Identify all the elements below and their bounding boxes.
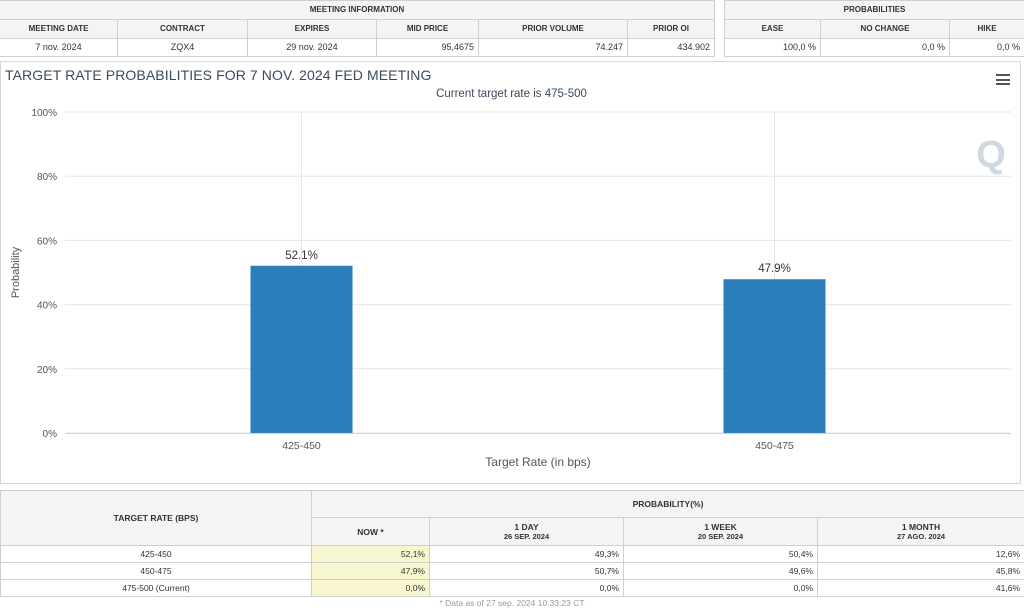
- week-cell: 49,6%: [623, 562, 818, 580]
- probabilities-row: 100,0 % 0,0 % 0,0 %: [725, 39, 1024, 56]
- column-1-week-label: 1 WEEK: [704, 522, 737, 532]
- probabilities-caption: PROBABILITIES: [725, 1, 1024, 20]
- prior-oi-value: 434.902: [677, 42, 710, 52]
- day-cell: 49,3%: [429, 545, 624, 563]
- y-tick-label: 40%: [37, 301, 57, 312]
- header-prior-oi: PRIOR OI: [628, 20, 714, 39]
- data-label: 47.9%: [758, 263, 791, 275]
- month-cell: 45,8%: [816, 562, 1024, 580]
- meeting-information-panel: MEETING INFORMATION MEETING DATE CONTRAC…: [0, 0, 715, 57]
- header-prior-volume: PRIOR VOLUME: [479, 20, 628, 39]
- month-cell: 41,6%: [816, 579, 1024, 597]
- data-timestamp-footnote: * Data as of 27 sep. 2024 10:33:23 CT: [439, 598, 585, 608]
- chart-card: 0% 20% 40% 60% 80% 100% Q 52.1% 425-450 47.9% 450-…: [0, 61, 1021, 484]
- column-1-day: 1 DAY 26 SEP. 2024: [429, 517, 624, 546]
- column-1-day-label: 1 DAY: [514, 522, 539, 532]
- meeting-date-value: 7 nov. 2024: [0, 39, 118, 56]
- y-tick-label: 60%: [37, 236, 57, 247]
- q-watermark-icon: Q: [976, 134, 1006, 176]
- rate-cell: 475-500 (Current): [0, 579, 312, 597]
- column-now: NOW *: [311, 517, 430, 546]
- no-change-value: 0,0 %: [821, 39, 950, 56]
- header-meeting-date: MEETING DATE: [0, 20, 118, 39]
- prior-volume-value: 74.247: [479, 39, 628, 56]
- column-1-week-date: 20 SEP. 2024: [697, 532, 744, 541]
- day-cell: 0,0%: [429, 579, 624, 597]
- probability-history-table: TARGET RATE (BPS) PROBABILITY(%) NOW * 1…: [0, 490, 1024, 611]
- y-tick-label: 100%: [31, 108, 57, 119]
- top-summary: MEETING INFORMATION MEETING DATE CONTRAC…: [0, 0, 1024, 57]
- expires-value: 29 nov. 2024: [248, 39, 377, 56]
- mid-price-value: 95,4675: [377, 39, 479, 56]
- y-axis-title: Probability: [10, 246, 22, 298]
- table-row: 425-450 52,1% 49,3% 50,4% 12,6%: [0, 545, 1024, 563]
- bar-425-450: [250, 265, 353, 433]
- table-row: 475-500 (Current) 0,0% 0,0% 0,0% 41,6%: [0, 579, 1024, 597]
- header-contract: CONTRACT: [118, 20, 248, 39]
- chart-title: TARGET RATE PROBABILITIES FOR 7 NOV. 202…: [5, 67, 432, 83]
- now-cell: 52,1%: [311, 545, 430, 563]
- hike-value: 0,0 %: [996, 42, 1020, 52]
- rate-cell: 450-475: [0, 562, 312, 580]
- x-axis-title: Target Rate (in bps): [485, 455, 590, 469]
- y-tick-label: 0%: [43, 429, 58, 440]
- probabilities-panel: PROBABILITIES EASE NO CHANGE HIKE 100,0 …: [724, 0, 1024, 57]
- ease-value: 100,0 %: [725, 39, 821, 56]
- probability-chart: 0% 20% 40% 60% 80% 100% Q 52.1% 425-450 47.9% 450-…: [10, 108, 1011, 469]
- probability-header: PROBABILITY(%): [310, 490, 1024, 518]
- meeting-information-caption: MEETING INFORMATION: [0, 1, 714, 20]
- rate-cell: 425-450: [0, 545, 312, 563]
- column-1-day-date: 26 SEP. 2024: [503, 532, 550, 541]
- header-ease: EASE: [725, 20, 821, 39]
- table-row: 450-475 47,9% 50,7% 49,6% 45,8%: [0, 562, 1024, 580]
- bar-450-475: [723, 279, 826, 433]
- hamburger-menu-icon[interactable]: [996, 74, 1010, 86]
- column-1-month-label: 1 MONTH: [901, 522, 941, 532]
- target-rate-header: TARGET RATE (BPS): [0, 490, 312, 546]
- now-cell: 0,0%: [311, 579, 430, 597]
- x-tick-label: 425-450: [282, 440, 321, 452]
- column-now-label: NOW *: [357, 526, 384, 537]
- data-label: 52.1%: [285, 250, 318, 262]
- x-tick-label: 450-475: [755, 440, 794, 452]
- probabilities-header-row: EASE NO CHANGE HIKE: [725, 20, 1024, 39]
- column-1-month-date: 27 AGO. 2024: [896, 532, 946, 541]
- month-cell: 12,6%: [816, 545, 1024, 563]
- week-cell: 0,0%: [623, 579, 818, 597]
- chart-subtitle: Current target rate is 475-500: [436, 88, 587, 100]
- header-expires: EXPIRES: [248, 20, 377, 39]
- day-cell: 50,7%: [429, 562, 624, 580]
- meeting-information-row: 7 nov. 2024 ZQX4 29 nov. 2024 95,4675 74…: [0, 39, 714, 56]
- meeting-information-header-row: MEETING DATE CONTRACT EXPIRES MID PRICE …: [0, 20, 714, 39]
- now-cell: 47,9%: [311, 562, 430, 580]
- contract-value: ZQX4: [118, 39, 248, 56]
- column-1-month: 1 MONTH 27 AGO. 2024: [816, 517, 1024, 546]
- header-no-change: NO CHANGE: [821, 20, 950, 39]
- y-tick-label: 20%: [37, 365, 57, 376]
- week-cell: 50,4%: [623, 545, 818, 563]
- y-tick-label: 80%: [37, 172, 57, 183]
- header-mid-price: MID PRICE: [377, 20, 479, 39]
- header-hike: HIKE: [950, 20, 1024, 39]
- column-1-week: 1 WEEK 20 SEP. 2024: [623, 517, 818, 546]
